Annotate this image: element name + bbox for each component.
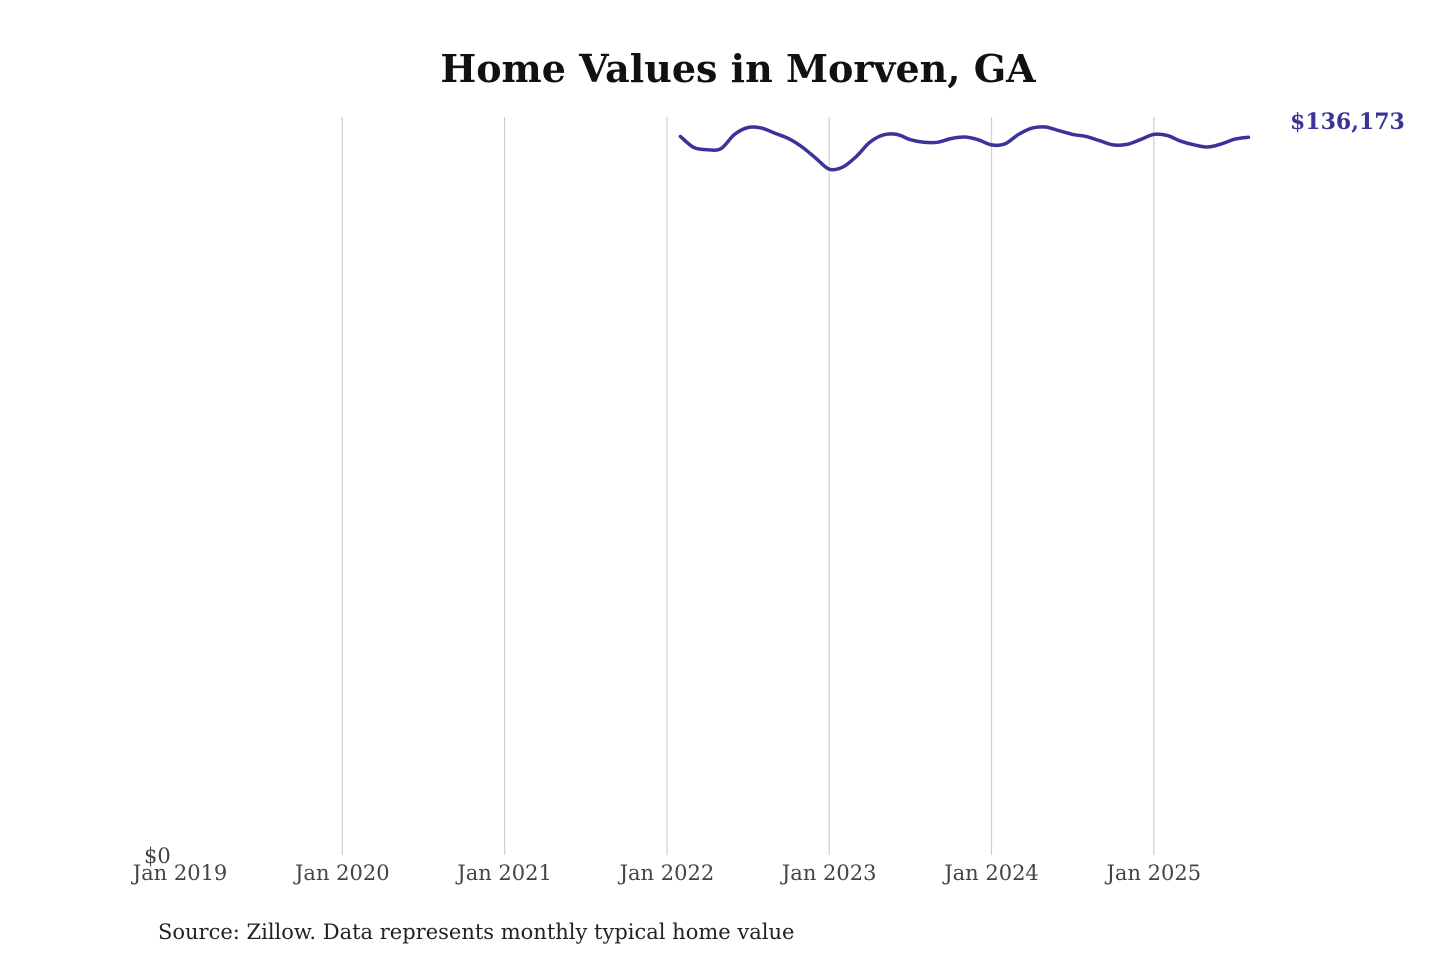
x-axis-ticks: Jan 2019 Jan 2020 Jan 2021 Jan 2022 Jan 2023… bbox=[131, 861, 1201, 885]
source-note: Source: Zillow. Data represents monthly … bbox=[158, 920, 794, 944]
y-axis-ticks: $0 bbox=[144, 844, 171, 868]
x-tick-label: Jan 2023 bbox=[780, 861, 877, 885]
x-tick-label: Jan 2025 bbox=[1105, 861, 1202, 885]
chart-title: Home Values in Morven, GA bbox=[440, 46, 1036, 91]
x-tick-label: Jan 2022 bbox=[618, 861, 715, 885]
x-tick-label: Jan 2020 bbox=[293, 861, 390, 885]
series-line-0 bbox=[678, 125, 1251, 172]
x-tick-label: Jan 2021 bbox=[455, 861, 552, 885]
x-tick-label: Jan 2024 bbox=[942, 861, 1039, 885]
x-tick-label: Jan 2019 bbox=[131, 861, 228, 885]
series-group bbox=[678, 125, 1251, 172]
y-tick-label: $0 bbox=[144, 844, 171, 868]
grid-lines bbox=[341, 117, 1155, 855]
end-value-label: $136,173 bbox=[1290, 109, 1405, 135]
